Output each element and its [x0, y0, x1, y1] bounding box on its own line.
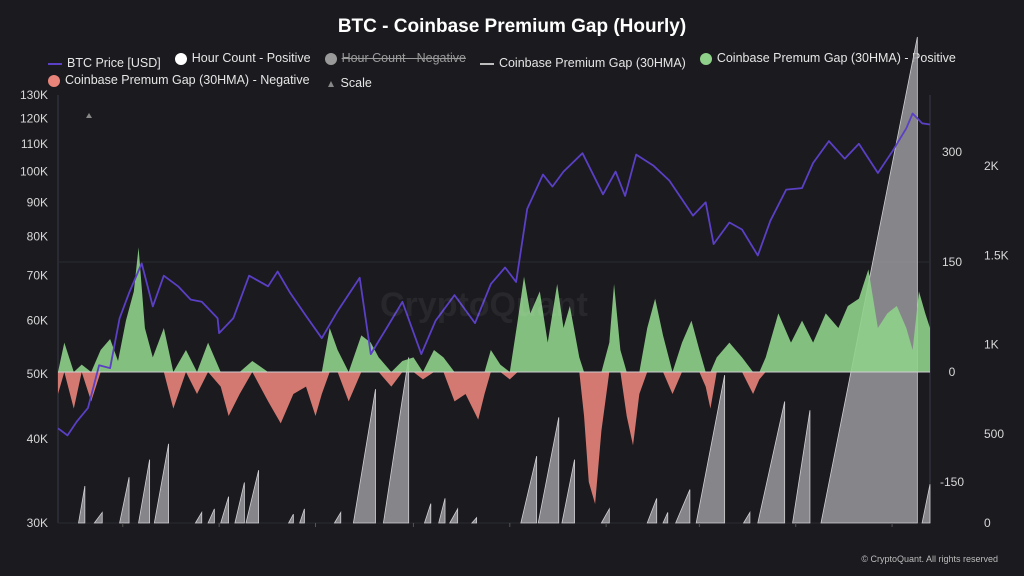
hour-count-ramp [287, 514, 294, 524]
legend-item[interactable]: Hour Count - Positive [174, 50, 311, 67]
hour-count-ramp [675, 489, 691, 524]
chart-title: BTC - Coinbase Premium Gap (Hourly) [337, 16, 687, 37]
gap-tick-label: 0 [949, 365, 956, 379]
hour-count-ramp [220, 496, 230, 524]
hour-count-ramp [119, 477, 130, 524]
hour-count-ramp [646, 498, 658, 524]
legend-item[interactable]: Coinbase Premum Gap (30HMA) - Negative [48, 72, 310, 89]
legend-swatch [479, 62, 494, 65]
legend-item[interactable]: Coinbase Premium Gap (30HMA) [479, 55, 686, 72]
legend-label: Hour Count - Negative [341, 51, 466, 65]
legend-swatch [699, 52, 712, 65]
hour-count-ramp [194, 510, 203, 524]
legend-label: BTC Price [USD] [67, 56, 161, 70]
legend-swatch [324, 52, 337, 65]
legend-label: Scale [340, 76, 372, 90]
premium-gap-positive-area [58, 247, 930, 372]
legend-swatch [174, 52, 187, 65]
price-tick-label: 130K [20, 88, 48, 102]
hour-count-ramp [757, 401, 786, 524]
hour-count-tick-label: 500 [984, 427, 1004, 441]
hour-count-ramp [423, 503, 432, 524]
legend-label: Hour Count - Positive [191, 51, 311, 65]
hour-count-ramp [520, 455, 538, 524]
legend-swatch [48, 74, 60, 87]
hour-count-ramp [78, 485, 86, 524]
hour-count-ramp [695, 375, 726, 524]
hour-count-ramp [333, 510, 342, 524]
hour-count-ramp [742, 510, 751, 524]
hour-count-tick-label: 0 [984, 516, 991, 530]
hour-count-ramp [352, 389, 376, 524]
legend-swatch [48, 62, 62, 65]
legend-item[interactable]: Hour Count - Negative [324, 50, 466, 67]
hour-count-ramp [561, 459, 575, 524]
hour-count-ramp [234, 482, 245, 524]
triangle-icon [327, 80, 334, 87]
hour-count-ramp [600, 507, 610, 524]
price-tick-label: 40K [27, 432, 48, 446]
hour-count-tick-label: 1.5K [984, 248, 1009, 262]
legend-item[interactable]: Coinbase Premum Gap (30HMA) - Positive [699, 50, 956, 67]
chart-legend: BTC Price [USD] Hour Count - Positive Hour… [48, 50, 1008, 92]
gap-tick-label: 300 [942, 145, 962, 159]
hour-count-ramp [299, 508, 305, 524]
scale-marker-icon [86, 113, 92, 118]
legend-item[interactable]: BTC Price [USD] [48, 55, 161, 72]
hour-count-ramp [207, 508, 215, 524]
legend-label: Coinbase Premium Gap (30HMA) [498, 56, 686, 70]
hour-count-ramp [470, 516, 478, 524]
hour-count-ramp [93, 511, 103, 524]
hour-count-ramp [153, 443, 169, 524]
hour-count-ramp [382, 357, 410, 524]
legend-item[interactable]: Scale [324, 75, 372, 92]
hour-count-ramp [438, 498, 446, 524]
hour-count-ramp [138, 459, 151, 524]
premium-gap-negative-area [58, 372, 930, 504]
hour-count-ramp [449, 507, 459, 524]
btc-price-line [57, 112, 931, 437]
watermark: CryptoQuant [380, 286, 588, 324]
gap-tick-label: 150 [942, 255, 962, 269]
price-tick-label: 70K [27, 269, 48, 283]
price-tick-label: 110K [21, 137, 48, 151]
price-tick-label: 60K [27, 314, 48, 328]
hour-count-ramp [662, 512, 669, 524]
price-tick-label: 120K [20, 111, 48, 125]
copyright-notice: © CryptoQuant. All rights reserved [861, 554, 998, 564]
price-tick-label: 30K [27, 516, 48, 530]
hour-count-ramp [245, 470, 260, 524]
price-tick-label: 50K [27, 367, 48, 381]
hour-count-tick-label: 2K [984, 159, 999, 173]
price-tick-label: 80K [27, 230, 48, 244]
hour-count-ramp [537, 417, 560, 524]
legend-label: Coinbase Premum Gap (30HMA) - Negative [65, 73, 310, 87]
price-tick-label: 90K [27, 195, 48, 209]
gap-tick-label: -150 [940, 475, 964, 489]
legend-label: Coinbase Premum Gap (30HMA) - Positive [716, 51, 956, 65]
hour-count-ramp [921, 484, 931, 524]
hour-count-ramp [792, 410, 811, 524]
price-tick-label: 100K [20, 165, 48, 179]
hour-count-tick-label: 1K [984, 338, 999, 352]
